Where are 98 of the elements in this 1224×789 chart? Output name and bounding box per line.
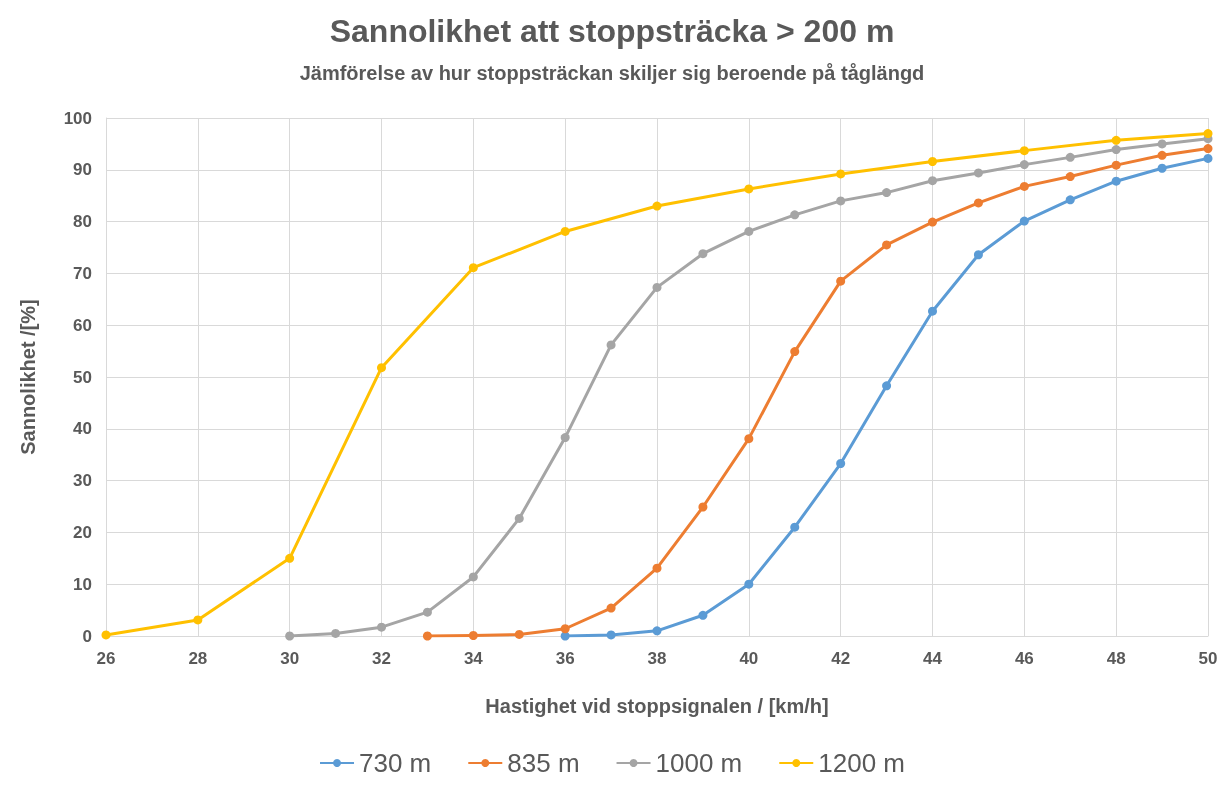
- y-tick-label: 90: [73, 160, 92, 180]
- x-tick-label: 38: [647, 649, 667, 668]
- point: [285, 631, 295, 641]
- point: [790, 210, 800, 220]
- point: [1019, 146, 1029, 156]
- point: [1157, 139, 1167, 149]
- point: [698, 502, 708, 512]
- point: [1019, 160, 1029, 170]
- point: [836, 276, 846, 286]
- point: [560, 624, 570, 634]
- y-tick-label: 40: [73, 419, 92, 439]
- point: [744, 226, 754, 236]
- x-axis-title: Hastighet vid stoppsignalen / [km/h]: [485, 695, 829, 717]
- point: [1019, 181, 1029, 191]
- point: [1065, 172, 1075, 182]
- point: [882, 381, 892, 391]
- point: [1203, 144, 1213, 154]
- y-tick-label: 20: [73, 522, 92, 542]
- point: [514, 513, 524, 523]
- y-tick-label: 100: [63, 108, 92, 128]
- chart-title: Sannolikhet att stoppsträcka > 200 m: [329, 13, 895, 49]
- point: [836, 196, 846, 206]
- chart-subtitle: Jämförelse av hur stoppsträckan skiljer sig beroende på tåglängd: [299, 62, 925, 84]
- y-tick-label: 60: [73, 315, 92, 335]
- point: [1157, 163, 1167, 173]
- point: [101, 630, 111, 640]
- point: [1065, 152, 1075, 162]
- point: [882, 188, 892, 198]
- legend-label: 1200 m: [818, 748, 905, 778]
- point: [1111, 145, 1121, 155]
- point: [928, 306, 937, 316]
- point: [422, 607, 432, 617]
- legend-label: 1000 m: [655, 748, 743, 778]
- point: [882, 240, 892, 250]
- point: [1111, 176, 1121, 186]
- point: [836, 169, 846, 179]
- y-tick-label: 10: [73, 574, 92, 594]
- x-tick-label: 48: [1106, 649, 1126, 668]
- point: [560, 226, 570, 236]
- point: [1065, 195, 1075, 205]
- point: [652, 282, 662, 292]
- point: [560, 631, 570, 641]
- point: [606, 603, 616, 613]
- point: [1019, 216, 1029, 226]
- point: [973, 168, 983, 178]
- point: [468, 630, 478, 640]
- point: [1111, 135, 1121, 145]
- x-tick-label: 34: [463, 649, 484, 668]
- point: [698, 610, 708, 620]
- point: [744, 579, 754, 589]
- point: [973, 198, 983, 208]
- point: [698, 249, 708, 259]
- legend-label: 835 m: [507, 748, 580, 778]
- x-tick-label: 42: [831, 649, 851, 668]
- point: [928, 176, 937, 186]
- y-axis-title: Sannolikhet /[%]: [17, 299, 39, 455]
- y-tick-label: 30: [73, 471, 92, 491]
- y-tick-label: 0: [82, 626, 92, 646]
- legend-label: 730 m: [359, 748, 432, 778]
- x-tick-label: 44: [923, 649, 943, 668]
- x-tick-label: 32: [372, 649, 391, 668]
- y-tick-label: 50: [73, 367, 92, 387]
- point: [377, 622, 386, 632]
- point: [928, 217, 937, 227]
- point: [973, 250, 983, 260]
- x-tick-label: 40: [739, 649, 759, 668]
- x-tick-label: 28: [188, 649, 208, 668]
- point: [377, 363, 386, 373]
- x-tick-label: 50: [1198, 649, 1218, 668]
- x-tick-label: 36: [555, 649, 575, 668]
- point: [606, 340, 616, 350]
- point: [1203, 129, 1213, 139]
- point: [1157, 150, 1167, 160]
- point: [606, 630, 616, 640]
- point: [468, 263, 478, 273]
- point: [514, 629, 524, 639]
- point: [331, 628, 341, 638]
- point: [560, 433, 570, 443]
- point: [652, 626, 662, 636]
- x-tick-label: 46: [1014, 649, 1034, 668]
- x-tick-label: 30: [280, 649, 300, 668]
- point: [1203, 153, 1213, 163]
- y-tick-label: 70: [73, 263, 92, 283]
- point: [790, 347, 800, 357]
- point: [193, 615, 203, 625]
- point: [1111, 160, 1121, 170]
- point: [422, 631, 432, 641]
- point: [744, 434, 754, 444]
- x-tick-label: 26: [96, 649, 116, 668]
- y-tick-label: 80: [73, 212, 92, 232]
- point: [836, 459, 846, 468]
- point: [285, 553, 295, 563]
- point: [790, 522, 800, 532]
- point: [468, 572, 478, 582]
- point: [744, 184, 754, 194]
- point: [928, 157, 937, 167]
- point: [652, 201, 662, 211]
- point: [652, 563, 662, 573]
